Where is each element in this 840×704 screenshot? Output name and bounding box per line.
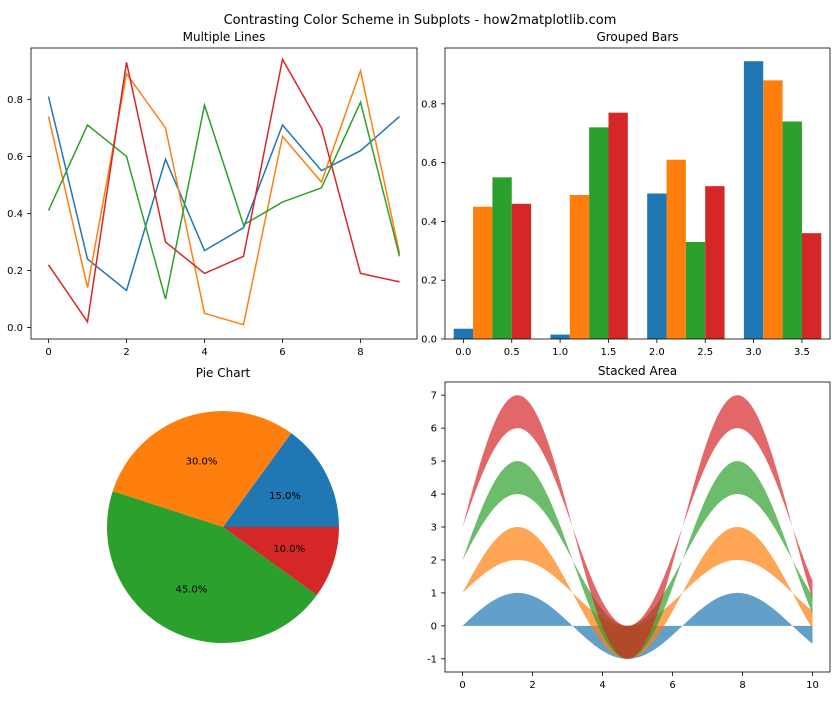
y-tick-label: 5 [431, 457, 437, 468]
y-tick-label: 7 [431, 391, 437, 402]
pie-chart-subplot: 15.0% 30.0% 45.0% 10.0% Pie Chart [107, 366, 339, 644]
x-tick-label: 0.0 [455, 347, 471, 358]
y-tick-label: 0.0 [421, 335, 437, 346]
series-line [47, 99, 401, 300]
pie-slice [223, 527, 339, 596]
pie-slice-label: 15.0% [269, 491, 301, 502]
y-tick-label: 0.2 [7, 266, 23, 277]
x-tick-label: 0 [45, 347, 51, 358]
y-tick-label: -1 [427, 654, 437, 665]
bar [743, 61, 764, 340]
x-tick-label: 4 [201, 347, 207, 358]
bar [763, 80, 783, 339]
x-tick-label: 8 [739, 680, 745, 691]
stacked-area-subplot: 0 2 4 6 8 10 -1 0 1 2 3 4 5 6 7 Stacked Area [427, 364, 831, 691]
series-line [47, 68, 401, 326]
x-tick-label: 2.0 [649, 347, 665, 358]
bar [453, 328, 474, 339]
y-tick-label: 1 [431, 588, 437, 599]
bar [511, 203, 532, 339]
y-tick-label: 0.4 [421, 217, 437, 228]
y-tick-label: 0.6 [7, 152, 23, 163]
pie-slice-label: 45.0% [176, 585, 208, 596]
x-tick-label: 0.5 [504, 347, 520, 358]
bar [666, 159, 686, 339]
bar [550, 334, 570, 339]
bar [492, 177, 512, 339]
y-tick-label: 3 [431, 523, 437, 534]
pie-slice-label: 10.0% [273, 544, 305, 555]
series-line [47, 96, 400, 292]
bar [473, 206, 493, 339]
bar [705, 186, 725, 339]
bar [569, 194, 590, 339]
y-tick-label: 6 [431, 424, 437, 435]
multiple-lines-subplot: 0 2 4 6 8 0.0 0.2 0.4 0.6 0.8 Multiple Lines [7, 30, 418, 358]
axes-frame [30, 47, 418, 340]
x-tick-label: 6 [669, 680, 675, 691]
pie-slice [107, 491, 317, 644]
x-tick-label: 1.5 [601, 347, 617, 358]
subplot-title: Multiple Lines [183, 30, 266, 44]
x-tick-label: 10 [806, 680, 819, 691]
subplot-title: Grouped Bars [596, 30, 678, 44]
x-tick-label: 1.0 [552, 347, 568, 358]
bar [608, 112, 628, 340]
x-tick-label: 0 [459, 680, 465, 691]
x-tick-label: 4 [599, 680, 605, 691]
bar [685, 242, 706, 339]
pie-slice [112, 410, 292, 527]
x-tick-label: 2 [123, 347, 129, 358]
x-tick-label: 8 [357, 347, 363, 358]
subplot-title: Pie Chart [196, 366, 251, 380]
y-tick-label: 0.8 [7, 95, 23, 106]
pie-slice [223, 433, 339, 527]
bar [647, 193, 667, 339]
area-band [462, 592, 813, 659]
x-tick-label: 2.5 [697, 347, 713, 358]
series-line [47, 57, 400, 324]
y-tick-label: 4 [431, 490, 437, 501]
bar [801, 233, 822, 339]
y-tick-label: 0.2 [421, 276, 437, 287]
figure-title: Contrasting Color Scheme in Subplots - h… [224, 13, 617, 28]
x-tick-label: 2 [529, 680, 535, 691]
y-tick-label: 0.0 [7, 323, 23, 334]
x-tick-label: 3.0 [746, 347, 762, 358]
y-tick-label: 0 [431, 621, 437, 632]
area-band [462, 461, 813, 659]
bar [782, 121, 802, 339]
subplot-title: Stacked Area [598, 364, 677, 378]
y-tick-label: 2 [431, 555, 437, 566]
x-tick-label: 6 [279, 347, 285, 358]
bar [589, 127, 609, 339]
grouped-bars-subplot: 0.0 0.5 1.0 1.5 2.0 2.5 3.0 3.5 0.0 0.2 0.4 0.6 0.8 G… [421, 30, 831, 358]
axes-frame [444, 47, 831, 340]
area-band [462, 527, 813, 659]
y-tick-label: 0.6 [421, 158, 437, 169]
y-tick-label: 0.4 [7, 209, 23, 220]
area-band [462, 395, 813, 659]
pie-slice-label: 30.0% [186, 456, 218, 467]
x-tick-label: 3.5 [794, 347, 810, 358]
y-tick-label: 0.8 [421, 99, 437, 110]
